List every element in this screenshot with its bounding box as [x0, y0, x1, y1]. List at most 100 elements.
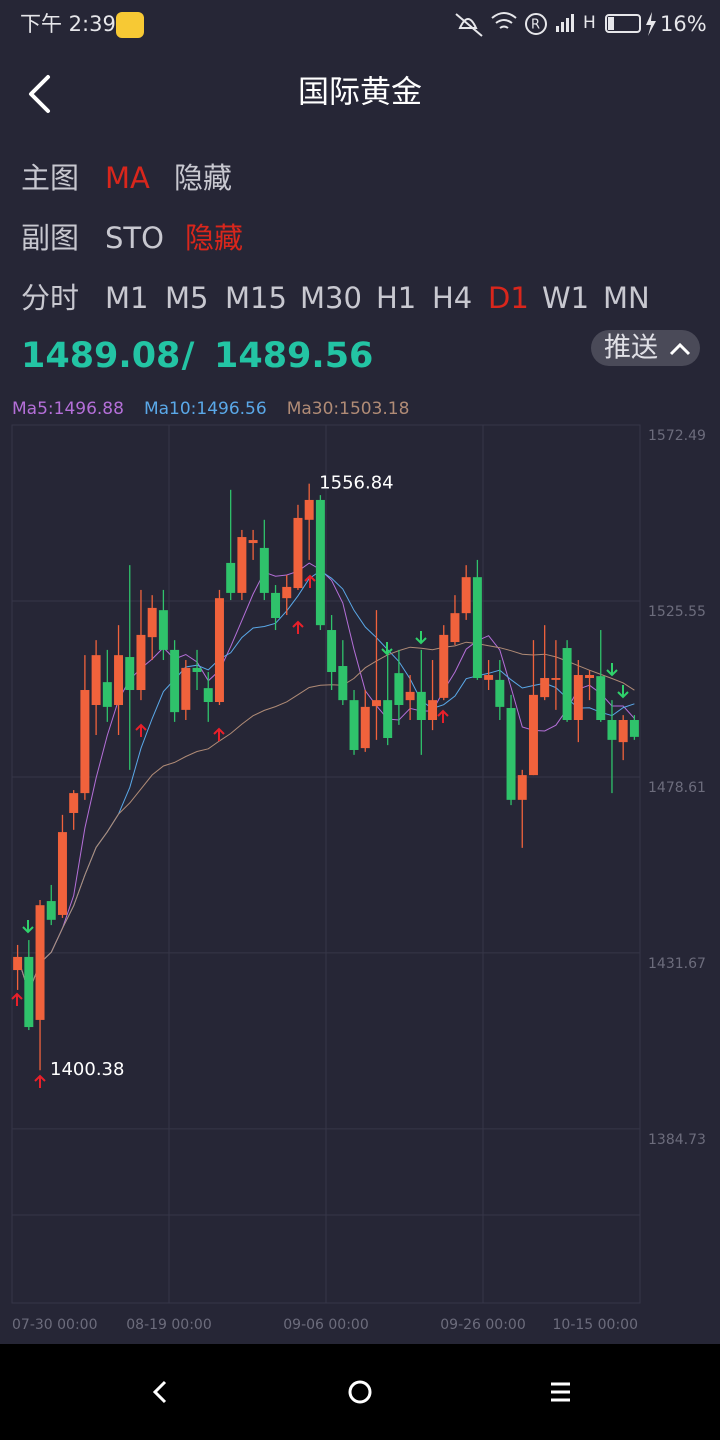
candle-body — [147, 607, 157, 638]
ma-label: Ma5:1496.88 — [12, 399, 124, 419]
candle-body — [573, 675, 583, 721]
candle-body — [24, 956, 34, 1028]
period-option[interactable]: D1 — [488, 281, 529, 315]
nav-bar — [0, 1344, 720, 1440]
candle-body — [416, 691, 426, 721]
period-option[interactable]: W1 — [542, 281, 589, 315]
ma-label: Ma10:1496.56 — [144, 399, 267, 419]
network-type: H — [583, 13, 596, 33]
candle-body — [158, 610, 168, 650]
ma-label: Ma30:1503.18 — [287, 399, 410, 419]
period-option[interactable]: H4 — [432, 281, 472, 315]
candle-body — [472, 577, 482, 679]
page-title: 国际黄金 — [298, 75, 422, 111]
x-tick-label: 08-19 00:00 — [126, 1317, 211, 1333]
candle-body — [394, 673, 404, 706]
candle-body — [629, 720, 639, 737]
candle-body — [102, 682, 112, 707]
candle-body — [57, 832, 67, 915]
y-tick-label: 1431.67 — [648, 956, 706, 972]
low-label: 1400.38 — [50, 1059, 124, 1080]
candle-body — [607, 720, 617, 740]
sub-indicator-option[interactable]: 隐藏 — [185, 221, 243, 255]
period-option[interactable]: H1 — [376, 281, 416, 315]
battery-level — [608, 17, 614, 30]
high-label: 1556.84 — [319, 473, 393, 494]
y-tick-label: 1572.49 — [648, 428, 706, 444]
signal-arrows — [11, 574, 629, 1088]
chart: Ma5:1496.88 Ma10:1496.56 Ma30:1503.18 1572.… — [12, 399, 706, 1333]
candle-body — [439, 634, 449, 698]
push-chevron — [669, 342, 691, 356]
candle-body — [540, 678, 550, 698]
candle-body — [170, 649, 180, 713]
candle-body — [282, 586, 292, 599]
candle-body — [517, 775, 527, 800]
x-tick-label: 09-26 00:00 — [440, 1317, 525, 1333]
status-time: 下午 2:39 — [20, 12, 116, 36]
signal-icon — [556, 14, 574, 32]
sub-indicator-option[interactable]: STO — [105, 221, 164, 255]
candle-body — [484, 675, 494, 680]
candle-body — [585, 675, 595, 679]
candle-body — [461, 577, 471, 614]
candle-body — [405, 691, 415, 701]
nav-back[interactable] — [152, 1380, 167, 1404]
candle-body — [192, 667, 202, 673]
x-tick-label: 10-15 00:00 — [553, 1317, 638, 1333]
candle-body — [506, 708, 516, 800]
candle-body — [35, 905, 45, 1020]
candle-body — [293, 517, 303, 589]
period-label: 分时 — [21, 281, 79, 315]
candle-body — [360, 706, 370, 749]
r-icon: R — [531, 18, 540, 33]
candle-body — [226, 562, 236, 593]
y-tick-label: 1384.73 — [648, 1132, 706, 1148]
back-button[interactable] — [29, 75, 50, 113]
candle-body — [91, 655, 101, 706]
quote-separator: / — [182, 336, 195, 376]
main-indicator-label: 主图 — [21, 161, 79, 195]
period-option[interactable]: MN — [603, 281, 650, 315]
candle-body — [214, 598, 224, 703]
candle-body — [46, 901, 56, 920]
candle-body — [338, 666, 348, 701]
sub-indicator-label: 副图 — [21, 221, 79, 255]
candle-body — [618, 720, 628, 743]
period-option[interactable]: M5 — [165, 281, 208, 315]
candle-body — [237, 537, 247, 593]
candle-body — [304, 499, 314, 520]
battery-text: 16% — [660, 12, 707, 36]
push-button-label: 推送 — [604, 333, 658, 364]
candle-body — [371, 700, 381, 707]
candle-body — [528, 694, 538, 776]
nav-home[interactable] — [348, 1380, 372, 1404]
ma-line — [17, 570, 635, 994]
candle-body — [181, 667, 191, 710]
period-option[interactable]: M1 — [105, 281, 148, 315]
candle-body — [596, 676, 606, 721]
candle-body — [136, 634, 146, 691]
push-button[interactable] — [591, 330, 700, 366]
ma-line — [17, 641, 635, 994]
period-option[interactable]: M15 — [225, 281, 287, 315]
y-tick-label: 1478.61 — [648, 780, 706, 796]
candle-body — [248, 540, 258, 544]
candle-body — [349, 700, 359, 750]
nav-menu[interactable] — [551, 1382, 570, 1402]
candle-body — [551, 678, 561, 680]
main-indicator-option[interactable]: MA — [105, 161, 150, 195]
quote-ask: 1489.56 — [214, 336, 373, 376]
app-icon — [116, 12, 144, 38]
candle-body — [259, 547, 269, 593]
candle-body — [450, 613, 460, 643]
candle-body — [327, 630, 337, 673]
candle-body — [69, 793, 79, 813]
candle-body — [495, 679, 505, 707]
candle-body — [383, 700, 393, 738]
quote-bid: 1489.08 — [21, 336, 180, 376]
y-tick-label: 1525.55 — [648, 604, 706, 620]
main-indicator-option[interactable]: 隐藏 — [174, 161, 232, 195]
period-option[interactable]: M30 — [300, 281, 362, 315]
